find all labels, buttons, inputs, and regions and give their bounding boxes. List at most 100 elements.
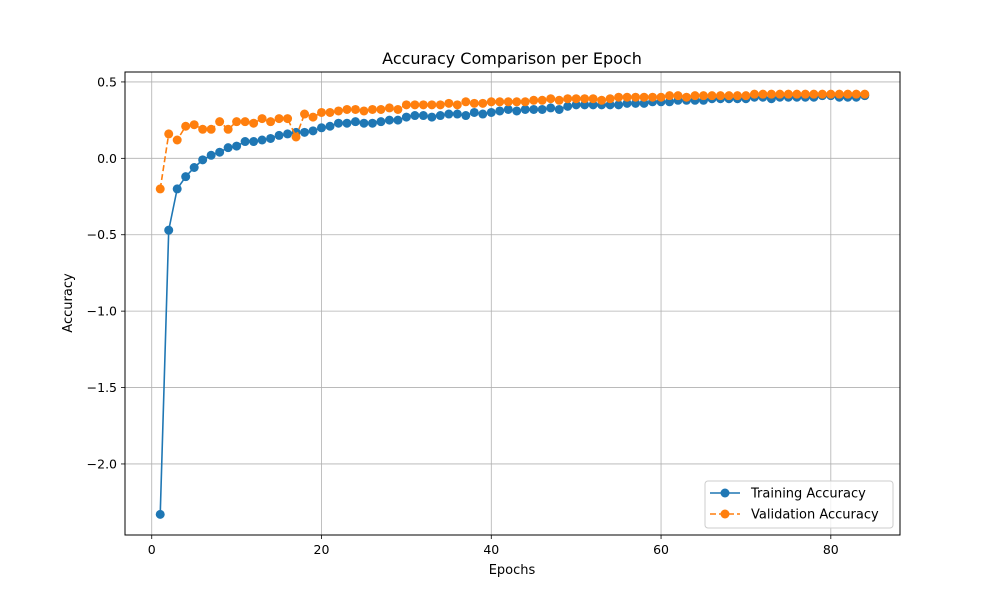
data-point-validation [435, 100, 445, 110]
data-point-validation [834, 89, 844, 99]
data-point-validation [563, 94, 573, 104]
data-point-validation [317, 107, 327, 117]
data-point-validation [308, 112, 318, 122]
data-point-training [478, 109, 488, 119]
data-point-training [342, 118, 352, 128]
data-point-training [512, 106, 522, 116]
data-point-training [249, 137, 259, 147]
data-point-training [308, 126, 318, 136]
data-point-validation [749, 89, 759, 99]
data-point-validation [486, 97, 496, 107]
data-point-training [486, 107, 496, 117]
data-point-training [300, 127, 310, 137]
data-point-validation [809, 89, 819, 99]
data-point-validation [783, 89, 793, 99]
data-point-validation [172, 135, 182, 145]
data-point-validation [614, 92, 624, 102]
data-point-validation [350, 104, 360, 114]
data-point-validation [478, 98, 488, 108]
data-point-validation [189, 120, 199, 130]
data-point-training [317, 123, 327, 133]
data-point-training [257, 135, 267, 145]
data-point-validation [325, 107, 335, 117]
data-point-validation [266, 117, 276, 127]
data-point-training [554, 104, 564, 114]
data-point-validation [512, 97, 522, 107]
data-point-training [274, 130, 284, 140]
legend-box [704, 480, 894, 529]
legend-label-training: Training Accuracy [750, 487, 866, 502]
data-point-validation [283, 114, 293, 124]
data-point-training [418, 111, 428, 121]
data-point-validation [724, 91, 734, 101]
data-point-training [325, 121, 335, 131]
data-point-validation [775, 89, 785, 99]
data-point-validation [758, 89, 768, 99]
data-point-training [223, 143, 233, 153]
series-validation [155, 89, 870, 194]
data-point-training [452, 109, 462, 119]
data-point-validation [198, 124, 208, 134]
plot-frame [124, 71, 901, 536]
data-point-training [367, 118, 377, 128]
data-point-training [155, 509, 165, 519]
data-point-training [172, 184, 182, 194]
axis-ticks: 0 20 40 60 80 −2.0 −1.5 −1.0 −0.5 0.0 0.5 [87, 74, 839, 557]
data-point-validation [597, 95, 607, 105]
chart-title: Accuracy Comparison per Epoch [382, 49, 642, 68]
data-point-validation [452, 100, 462, 110]
data-point-validation [732, 91, 742, 101]
data-point-training [503, 104, 513, 114]
data-point-validation [656, 92, 666, 102]
data-point-validation [741, 91, 751, 101]
data-point-validation [707, 91, 717, 101]
data-point-validation [155, 184, 165, 194]
data-point-validation [384, 103, 394, 113]
data-point-training [393, 115, 403, 125]
data-point-validation [418, 100, 428, 110]
data-point-validation [232, 117, 242, 127]
data-point-validation [648, 92, 658, 102]
y-tick-label: 0.0 [97, 151, 117, 166]
data-point-training [384, 115, 394, 125]
data-point-training [164, 225, 174, 235]
legend-label-validation: Validation Accuracy [751, 508, 879, 523]
y-tick-label: −2.0 [87, 456, 117, 471]
data-point-training [529, 104, 539, 114]
x-tick-label: 60 [653, 542, 669, 557]
data-point-validation [860, 89, 870, 99]
data-point-validation [401, 100, 411, 110]
data-point-validation [622, 92, 632, 102]
data-point-validation [469, 98, 479, 108]
data-point-validation [291, 132, 301, 142]
data-point-validation [698, 91, 708, 101]
data-point-training [537, 104, 547, 114]
x-tick-label: 40 [483, 542, 499, 557]
x-axis-label: Epochs [489, 563, 536, 578]
data-point-validation [571, 94, 581, 104]
data-point-training [427, 112, 437, 122]
data-point-validation [580, 94, 590, 104]
grid [125, 72, 900, 535]
data-point-training [359, 118, 369, 128]
data-point-validation [300, 109, 310, 119]
data-point-validation [240, 117, 250, 127]
data-point-training [520, 104, 530, 114]
data-point-validation [215, 117, 225, 127]
data-point-validation [826, 89, 836, 99]
data-point-training [461, 111, 471, 121]
data-point-training [240, 137, 250, 147]
data-point-validation [410, 100, 420, 110]
series-group [155, 89, 870, 519]
data-point-training [495, 106, 505, 116]
data-point-validation [800, 89, 810, 99]
data-point-training [563, 101, 573, 111]
data-point-validation [682, 92, 692, 102]
data-point-validation [843, 89, 853, 99]
y-tick-label: −1.5 [87, 380, 117, 395]
data-point-validation [588, 94, 598, 104]
data-point-training [546, 103, 556, 113]
data-point-training [410, 111, 420, 121]
data-point-training [215, 147, 225, 157]
data-point-validation [817, 89, 827, 99]
